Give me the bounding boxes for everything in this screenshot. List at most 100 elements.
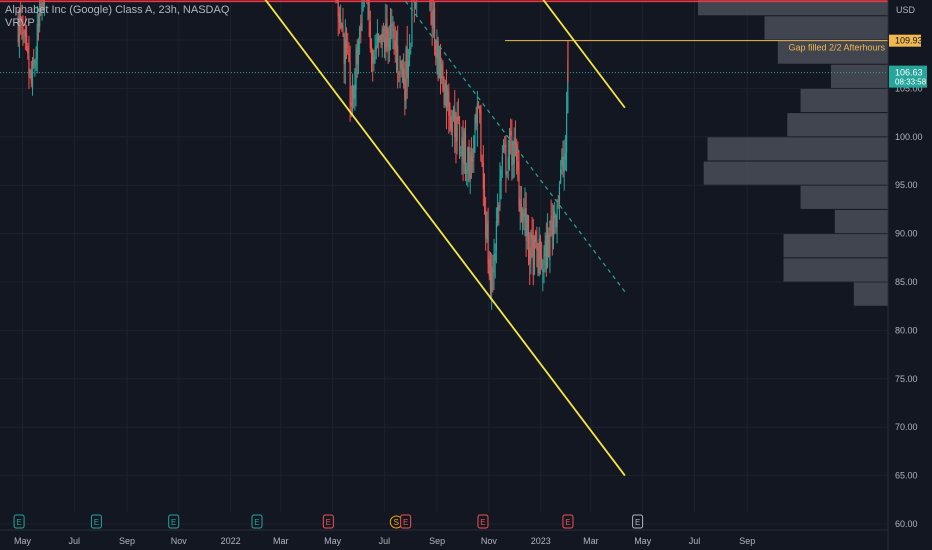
event-marker-letter: E — [254, 518, 259, 527]
candle-body — [546, 231, 549, 268]
event-marker-letter: E — [171, 518, 176, 527]
volume-profile-bar — [707, 137, 888, 161]
time-tick-label: 2023 — [531, 536, 551, 546]
event-marker-letter: E — [635, 518, 640, 527]
time-tick-label: May — [14, 536, 32, 546]
candle-body — [565, 112, 568, 153]
candle-body — [392, 26, 394, 31]
candle-body — [450, 115, 452, 130]
candle-body — [535, 231, 537, 242]
candle-body — [518, 170, 520, 207]
candle-body — [467, 146, 469, 171]
volume-profile-bar — [764, 16, 888, 40]
earnings-miss-marker-icon — [562, 514, 574, 529]
candle-body — [386, 18, 388, 35]
candle-body — [542, 269, 544, 272]
candle-body — [433, 7, 436, 35]
candle-body — [493, 258, 495, 274]
candle-body — [506, 172, 508, 174]
volume-profile-bar — [831, 64, 888, 88]
candle-body — [27, 46, 29, 54]
candle-body — [380, 34, 382, 46]
candle-body — [554, 211, 556, 218]
candle-body — [536, 240, 538, 251]
candle-body — [447, 88, 449, 107]
candle-body — [479, 105, 481, 114]
candle-body — [556, 204, 558, 228]
candle-body — [29, 69, 31, 73]
candle-body — [345, 42, 348, 49]
candle-body — [438, 49, 440, 79]
earnings-miss-marker-icon — [322, 514, 334, 529]
time-tick-label: Nov — [171, 536, 188, 546]
candle-body — [464, 134, 467, 171]
level-price-tag — [889, 34, 921, 47]
candle-body — [482, 162, 484, 189]
candle-body — [39, 2, 41, 28]
candle-body — [550, 215, 552, 223]
candle-body — [520, 204, 522, 223]
candle-body — [24, 29, 26, 38]
candle-body — [489, 270, 492, 290]
candle-body — [507, 157, 509, 170]
candle-body — [468, 145, 470, 182]
candle-body — [498, 205, 500, 210]
event-marker-letter: E — [326, 518, 331, 527]
candle-body — [411, 0, 413, 47]
time-tick-label: May — [324, 536, 342, 546]
candle-body — [495, 221, 498, 250]
candle-body — [389, 26, 392, 43]
indicator-label[interactable]: VRVP — [5, 17, 35, 29]
candle-body — [378, 34, 380, 42]
symbol-title[interactable]: Alphabet Inc (Google) Class A, 23h, NASD… — [5, 4, 230, 16]
drawing-overlays: Gap filled 2/2 Afterhours — [0, 0, 888, 477]
candle-body — [397, 45, 399, 70]
channel-lower-line — [264, 0, 626, 477]
volume-profile-bar — [783, 234, 888, 258]
grid-lines — [0, 0, 888, 525]
time-axis[interactable]: May Jul Sep Nov 2022 Mar May Jul Sep Nov 2023 Mar Ma… — [0, 529, 888, 546]
currency-label[interactable]: USD — [896, 5, 916, 15]
candle-body — [463, 131, 465, 164]
candle-body — [404, 78, 406, 101]
candle-body — [449, 117, 451, 120]
candle-body — [456, 116, 458, 141]
candle-body — [379, 35, 381, 41]
price-tick-label: 90.00 — [895, 229, 918, 239]
event-marker-letter: E — [16, 518, 21, 527]
time-tick-label: Sep — [119, 536, 135, 546]
candle-body — [539, 237, 542, 259]
candle-body — [344, 39, 346, 64]
price-axis[interactable]: 60.00 65.00 70.00 75.00 80.00 85.00 90.00 95.00… — [887, 0, 932, 550]
candle-body — [480, 110, 482, 161]
last-price-value: 106.63 — [895, 68, 923, 78]
candle-body — [494, 253, 496, 261]
candle-body — [383, 37, 386, 48]
candle-body — [461, 136, 463, 157]
price-tick-label: 85.00 — [895, 277, 918, 287]
candle-body — [42, 0, 44, 10]
chart-header: Alphabet Inc (Google) Class A, 23h, NASD… — [5, 4, 229, 30]
time-tick-label: Jul — [379, 536, 391, 546]
time-tick-label: Jul — [689, 536, 701, 546]
candle-body — [343, 33, 345, 65]
price-tick-label: 60.00 — [895, 519, 918, 529]
candle-body — [406, 47, 408, 78]
candle-body — [350, 102, 352, 107]
candle-body — [25, 33, 28, 45]
candle-body — [555, 215, 557, 227]
candle-body — [537, 251, 539, 273]
channel-midline — [403, 0, 626, 293]
candle-body — [567, 72, 569, 114]
volume-profile-bar — [787, 113, 888, 137]
candle-body — [370, 46, 373, 56]
candle-body — [496, 207, 499, 223]
candle-body — [517, 161, 519, 171]
candle-body — [500, 169, 502, 182]
volume-profile-bar — [800, 88, 888, 113]
event-marker-letter: E — [403, 518, 408, 527]
candle-body — [452, 106, 455, 120]
candle-body — [458, 123, 461, 149]
channel-upper-line — [542, 0, 626, 109]
